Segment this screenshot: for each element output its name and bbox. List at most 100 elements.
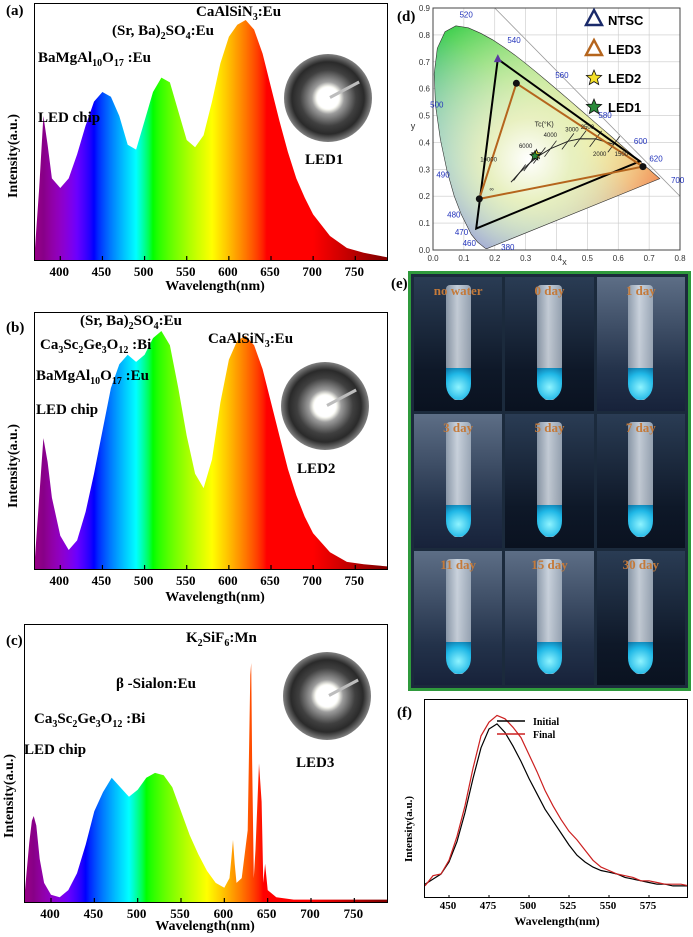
ksf-label-c: K2SiF6:Mn: [186, 630, 257, 649]
y-tick-label: 0.2: [419, 192, 431, 201]
cct-label: 2500: [581, 125, 595, 131]
tube-label: no water: [433, 283, 483, 298]
x-axis-label: x: [562, 257, 567, 267]
x-tick-label: 500: [133, 264, 154, 279]
spectrum-area-led3: [25, 663, 387, 902]
x-tick-label: 400: [49, 573, 70, 588]
legend-led1-icon: [585, 97, 603, 115]
panel-b-label: (b): [6, 320, 25, 336]
tube-photo-grid: no water 0 day 1 day 3 day 5 day 7 day 1…: [408, 271, 691, 691]
led-chip-label-b: LED chip: [36, 402, 99, 418]
tube-label: 30 day: [622, 557, 660, 572]
legend-label: LED1: [608, 100, 641, 115]
tube-label: 11 day: [440, 557, 477, 572]
panel-c-ylabel: Intensity(a.u.): [2, 753, 17, 838]
panel-a-xlabel: Wavelength(nm): [165, 279, 265, 294]
wavelength-label: 380: [501, 243, 515, 252]
x-tick-label: 450: [91, 573, 112, 588]
glow: [537, 505, 562, 538]
x-tick-label: 0.1: [458, 254, 470, 263]
tube-cell: no water: [414, 277, 503, 411]
ntsc-triangle: [474, 57, 642, 231]
isotherm-line: [607, 136, 621, 153]
x-tick-label: 450: [91, 264, 112, 279]
tube-cell: 5 day: [505, 414, 594, 548]
stability-chart: Initial Final: [425, 714, 687, 897]
x-tick-label: 450: [83, 906, 104, 921]
tube-cell: 30 day: [596, 551, 685, 685]
led2-name: LED2: [297, 461, 336, 477]
y-tick-label: 0.0: [419, 246, 431, 255]
series-line-initial: [425, 723, 687, 887]
tc-label: Tc(°K): [535, 120, 554, 128]
led3-name: LED3: [296, 755, 335, 771]
series-line-final: [425, 714, 687, 887]
tube-label: 3 day: [443, 420, 474, 435]
tube-label: 15 day: [531, 557, 568, 572]
x-tick-label: 400: [40, 906, 60, 921]
srba-label-a: (Sr, Ba)2SO4:Eu: [112, 23, 214, 42]
x-tick-label: 550: [170, 906, 190, 921]
panel-f-ylabel: Intensity(a.u.): [403, 795, 415, 862]
wavelength-label: 460: [463, 239, 477, 248]
x-tick-label: 525: [559, 900, 577, 912]
wavelength-label: 540: [507, 36, 521, 45]
y-tick-label: 0.4: [419, 138, 431, 147]
casn-label-a: CaAlSiN3:Eu: [196, 4, 282, 23]
panel-c-label: (c): [6, 633, 23, 649]
tube-cell: 1 day: [596, 277, 685, 411]
led3-photo: [283, 652, 371, 740]
wavelength-label: 600: [634, 137, 648, 146]
glow: [445, 642, 471, 675]
legend-label: Initial: [533, 717, 559, 728]
wavelength-label: 490: [436, 170, 450, 179]
x-tick-label: 0.8: [674, 254, 686, 263]
legend-led2-icon: [585, 68, 603, 86]
x-tick-label: 700: [302, 264, 322, 279]
cct-label: 1500: [615, 152, 629, 158]
tube-label: 7 day: [625, 420, 656, 435]
glow: [628, 505, 654, 538]
panel-e-label: (e): [391, 276, 408, 292]
x-tick-label: 600: [213, 906, 234, 921]
led1-photo: [284, 54, 372, 142]
x-tick-label: 0.4: [551, 254, 563, 263]
isotherm-line: [544, 140, 557, 157]
cct-label: 3000: [565, 128, 579, 134]
srba-label-b: (Sr, Ba)2SO4:Eu: [80, 313, 182, 332]
x-tick-label: 0.5: [582, 254, 594, 263]
led3-vertex: [512, 79, 520, 87]
led1-star-marker: [529, 149, 541, 161]
y-tick-label: 0.1: [419, 219, 431, 228]
glow: [445, 368, 471, 401]
cie-white-overlay: [434, 25, 660, 249]
x-tick-label: 0.6: [613, 254, 625, 263]
panel-b-ylabel: Intensity(a.u.): [6, 423, 21, 508]
x-tick-label: 550: [175, 573, 196, 588]
x-tick-label: 0.3: [520, 254, 532, 263]
led3-triangle: [477, 81, 646, 201]
y-axis-label: y: [411, 121, 416, 131]
cssg-label-c: Ca3Sc2Ge3O12 :Bi: [34, 711, 146, 730]
tube-cell: 0 day: [505, 277, 594, 411]
led1-name: LED1: [305, 152, 344, 168]
x-tick-label: 450: [439, 900, 457, 912]
x-tick-label: 650: [260, 573, 280, 588]
x-tick-label: 550: [599, 900, 617, 912]
guide-line: [494, 7, 681, 197]
tube-cell: 11 day: [414, 551, 503, 685]
x-tick-label: 500: [133, 573, 154, 588]
bam-label-b: BaMgAl10O17 :Eu: [36, 368, 149, 387]
x-tick-label: 550: [175, 264, 196, 279]
x-tick-label: 650: [260, 264, 280, 279]
x-tick-label: 575: [639, 900, 657, 912]
led3-vertex: [639, 163, 647, 171]
wavelength-label: 520: [459, 10, 473, 19]
led3-vertex: [475, 195, 483, 203]
led2-photo: [281, 362, 369, 450]
cct-label: ∞: [490, 187, 494, 193]
legend-label: LED2: [608, 71, 641, 86]
spectrum-area-led1: [35, 20, 387, 260]
spectrum-led2-chart: [35, 331, 387, 569]
x-tick-label: 500: [519, 900, 537, 912]
